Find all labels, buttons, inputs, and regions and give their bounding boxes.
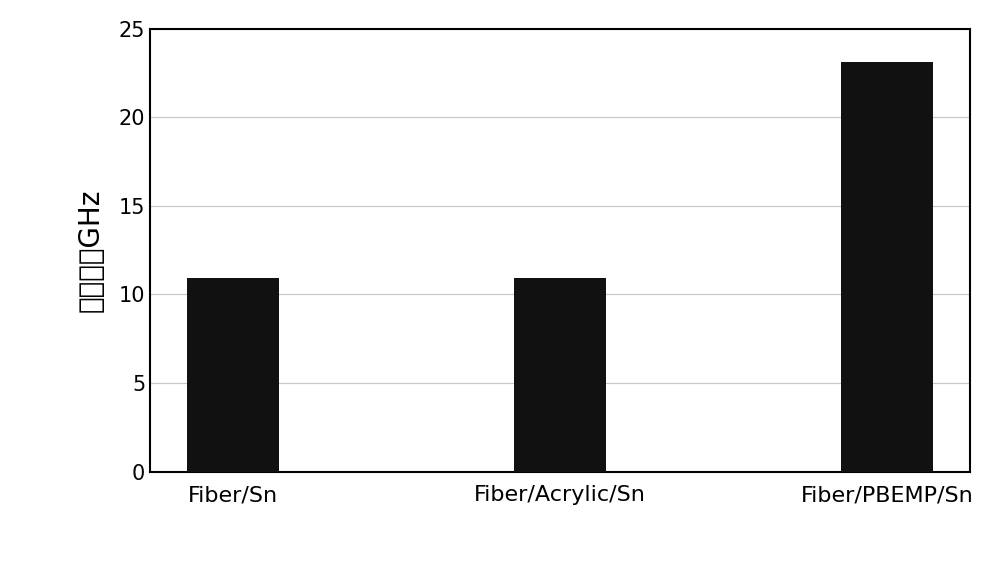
Bar [514,278,606,472]
Bar [841,63,933,472]
Bar [187,278,279,472]
Y-axis label: 光谱位移GHz: 光谱位移GHz [77,189,105,312]
